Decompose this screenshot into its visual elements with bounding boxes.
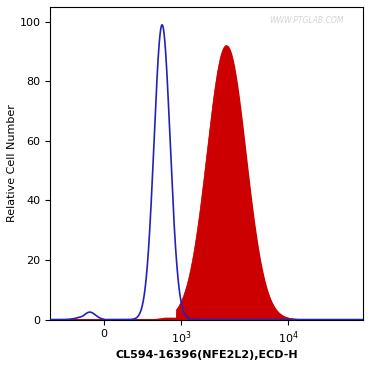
Text: WWW.PTGLAB.COM: WWW.PTGLAB.COM — [269, 16, 344, 25]
X-axis label: CL594-16396(NFE2L2),ECD-H: CL594-16396(NFE2L2),ECD-H — [115, 350, 298, 360]
Y-axis label: Relative Cell Number: Relative Cell Number — [7, 104, 17, 222]
